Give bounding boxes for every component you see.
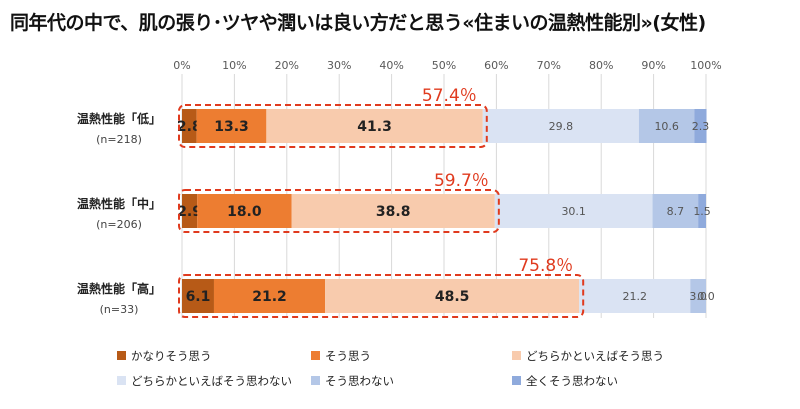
data-label: 29.8 [549, 120, 574, 133]
data-label: 3.0 [689, 290, 707, 303]
data-label: 48.5 [435, 289, 470, 305]
bar-segment [182, 279, 214, 313]
data-label: 2.3 [692, 120, 710, 133]
category-label: 温熱性能「低」 [77, 111, 161, 126]
x-tick-label: 80% [589, 59, 613, 72]
bar-segment [196, 109, 267, 143]
chart-title: 同年代の中で、肌の張り･ツヤや潤いは良い方だと思う«住まいの温熱性能別»(女性) [10, 12, 706, 34]
bar-segment [579, 279, 691, 313]
legend-swatch [512, 351, 521, 360]
data-label: 41.3 [357, 119, 392, 135]
bar-segment [482, 109, 639, 143]
bar-segment [266, 109, 483, 143]
data-label: 2.8 [177, 119, 202, 135]
data-label: 1.5 [693, 205, 711, 218]
legend-swatch [117, 376, 126, 385]
bar-segment [698, 194, 706, 228]
x-tick-label: 60% [484, 59, 508, 72]
data-label: 21.2 [252, 289, 287, 305]
bar-segment [213, 279, 326, 313]
total-annotation: 57.4％ [422, 86, 477, 106]
highlight-box [178, 189, 500, 233]
legend-swatch [512, 376, 521, 385]
x-tick-label: 90% [641, 59, 665, 72]
legend-label: かなりそう思う [131, 349, 212, 363]
legend-label: どちらかといえばそう思わない [131, 374, 292, 388]
data-label: 18.0 [227, 204, 262, 220]
data-label: 10.6 [654, 120, 679, 133]
data-label: 13.3 [214, 119, 249, 135]
x-tick-label: 0% [173, 59, 190, 72]
bar-segment [325, 279, 580, 313]
x-tick-label: 20% [275, 59, 299, 72]
bar-segment [182, 109, 197, 143]
category-n-label: (n=33) [100, 303, 139, 316]
legend-swatch [311, 351, 320, 360]
bar-segment [182, 194, 198, 228]
data-label: 21.2 [622, 290, 647, 303]
data-label: 2.9 [177, 204, 202, 220]
data-label: 38.8 [376, 204, 411, 220]
total-annotation: 59.7％ [434, 171, 489, 191]
x-tick-label: 70% [537, 59, 561, 72]
bar-segment [638, 109, 695, 143]
legend-swatch [117, 351, 126, 360]
x-tick-label: 30% [327, 59, 351, 72]
category-label: 温熱性能「高」 [77, 281, 161, 296]
legend-swatch [311, 376, 320, 385]
total-annotation: 75.8％ [518, 256, 573, 276]
legend-label: 全くそう思わない [526, 374, 618, 388]
bar-segment [652, 194, 699, 228]
x-tick-label: 40% [379, 59, 403, 72]
data-label: 0.0 [697, 290, 715, 303]
bar-segment [694, 109, 707, 143]
bar-segment [291, 194, 495, 228]
category-label: 温熱性能「中」 [77, 196, 161, 211]
bar-segment [690, 279, 706, 313]
category-n-label: (n=218) [96, 133, 142, 146]
legend-label: そう思う [325, 349, 371, 363]
data-label: 6.1 [186, 289, 211, 305]
category-n-label: (n=206) [96, 218, 142, 231]
x-tick-label: 10% [222, 59, 246, 72]
data-label: 8.7 [667, 205, 685, 218]
bar-segment [197, 194, 292, 228]
legend-label: どちらかといえばそう思う [526, 349, 664, 363]
bar-segment [494, 194, 653, 228]
x-tick-label: 50% [432, 59, 456, 72]
legend-label: そう思わない [325, 374, 394, 388]
highlight-box [178, 104, 488, 148]
data-label: 30.1 [561, 205, 586, 218]
x-tick-label: 100% [690, 59, 721, 72]
